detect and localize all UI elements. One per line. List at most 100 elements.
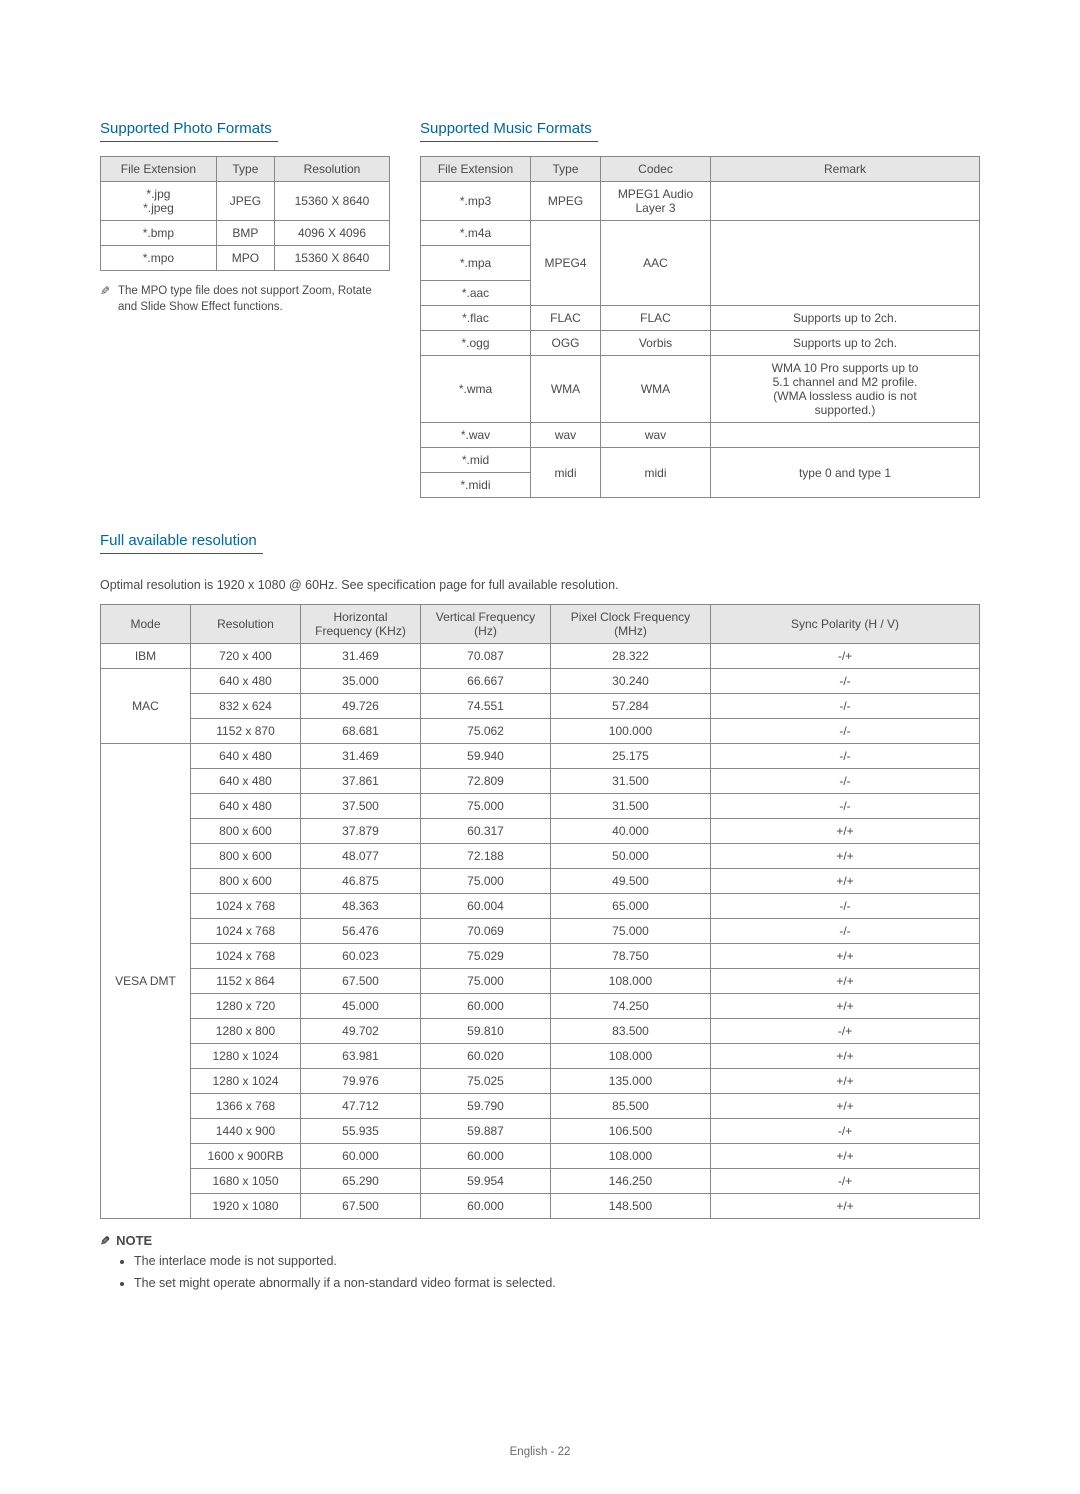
cell: 1280 x 1024 <box>191 1044 301 1069</box>
cell: -/+ <box>711 1019 980 1044</box>
cell: +/+ <box>711 1144 980 1169</box>
cell: 78.750 <box>551 944 711 969</box>
table-row: *.mid *.midi midi midi type 0 and type 1 <box>421 448 980 498</box>
table-row: 640 x 48037.86172.80931.500-/- <box>101 769 980 794</box>
page-footer: English - 22 <box>0 1446 1080 1458</box>
top-columns: Supported Photo Formats File Extension T… <box>100 120 980 498</box>
cell: -/+ <box>711 1169 980 1194</box>
cell: 75.029 <box>421 944 551 969</box>
cell: 1920 x 1080 <box>191 1194 301 1219</box>
table-row: *.flac FLAC FLAC Supports up to 2ch. <box>421 306 980 331</box>
table-row: 1024 x 76848.36360.00465.000-/- <box>101 894 980 919</box>
cell: 49.500 <box>551 869 711 894</box>
cell: 148.500 <box>551 1194 711 1219</box>
cell: 640 x 480 <box>191 669 301 694</box>
cell: 720 x 400 <box>191 644 301 669</box>
resolution-table: Mode Resolution HorizontalFrequency (KHz… <box>100 604 980 1219</box>
cell: 75.000 <box>421 794 551 819</box>
cell: 63.981 <box>301 1044 421 1069</box>
cell: 85.500 <box>551 1094 711 1119</box>
cell: 800 x 600 <box>191 844 301 869</box>
cell: 100.000 <box>551 719 711 744</box>
cell: 640 x 480 <box>191 769 301 794</box>
table-row: 800 x 60048.07772.18850.000+/+ <box>101 844 980 869</box>
table-row: *.jpg *.jpeg JPEG 15360 X 8640 <box>101 182 390 221</box>
note-heading: NOTE <box>100 1233 152 1248</box>
cell: 37.879 <box>301 819 421 844</box>
cell: -/- <box>711 744 980 769</box>
cell: +/+ <box>711 1194 980 1219</box>
cell: 50.000 <box>551 844 711 869</box>
table-header-row: File Extension Type Codec Remark <box>421 157 980 182</box>
cell: 108.000 <box>551 969 711 994</box>
cell: 59.810 <box>421 1019 551 1044</box>
cell: +/+ <box>711 844 980 869</box>
cell: 60.004 <box>421 894 551 919</box>
cell: 68.681 <box>301 719 421 744</box>
cell: 60.023 <box>301 944 421 969</box>
resolution-intro: Optimal resolution is 1920 x 1080 @ 60Hz… <box>100 578 980 592</box>
table-row: 1280 x 80049.70259.81083.500-/+ <box>101 1019 980 1044</box>
cell: +/+ <box>711 1094 980 1119</box>
cell: 108.000 <box>551 1144 711 1169</box>
table-row: 1280 x 102479.97675.025135.000+/+ <box>101 1069 980 1094</box>
table-row: 832 x 62449.72674.55157.284-/- <box>101 694 980 719</box>
table-row: *.bmp BMP 4096 X 4096 <box>101 221 390 246</box>
cell: 31.469 <box>301 644 421 669</box>
cell: 65.000 <box>551 894 711 919</box>
cell: 146.250 <box>551 1169 711 1194</box>
cell: 37.500 <box>301 794 421 819</box>
cell: 59.887 <box>421 1119 551 1144</box>
table-row: 1152 x 86467.50075.000108.000+/+ <box>101 969 980 994</box>
table-row: 1920 x 108067.50060.000148.500+/+ <box>101 1194 980 1219</box>
cell: 1600 x 900RB <box>191 1144 301 1169</box>
cell: +/+ <box>711 944 980 969</box>
table-row: 800 x 60046.87575.00049.500+/+ <box>101 869 980 894</box>
note-item: The interlace mode is not supported. <box>134 1254 980 1268</box>
cell: 1280 x 720 <box>191 994 301 1019</box>
cell: 40.000 <box>551 819 711 844</box>
cell: -/+ <box>711 1119 980 1144</box>
photo-heading: Supported Photo Formats <box>100 120 278 142</box>
cell: 28.322 <box>551 644 711 669</box>
cell: 60.000 <box>421 1194 551 1219</box>
music-heading: Supported Music Formats <box>420 120 598 142</box>
cell: -/- <box>711 694 980 719</box>
cell: 46.875 <box>301 869 421 894</box>
cell: 60.000 <box>421 1144 551 1169</box>
col-res: Resolution <box>274 157 389 182</box>
cell: 72.188 <box>421 844 551 869</box>
table-row: 1280 x 72045.00060.00074.250+/+ <box>101 994 980 1019</box>
cell: 1152 x 864 <box>191 969 301 994</box>
cell: 31.500 <box>551 794 711 819</box>
cell: 74.551 <box>421 694 551 719</box>
cell-type: JPEG <box>216 182 274 221</box>
note-list: The interlace mode is not supported. The… <box>134 1254 980 1290</box>
cell: 67.500 <box>301 1194 421 1219</box>
cell: 59.790 <box>421 1094 551 1119</box>
cell: 75.000 <box>421 969 551 994</box>
cell: 59.954 <box>421 1169 551 1194</box>
music-table: File Extension Type Codec Remark *.mp3 M… <box>420 156 980 498</box>
table-row: 1680 x 105065.29059.954146.250-/+ <box>101 1169 980 1194</box>
cell: 79.976 <box>301 1069 421 1094</box>
cell: 1280 x 800 <box>191 1019 301 1044</box>
cell: 1024 x 768 <box>191 944 301 969</box>
cell: +/+ <box>711 819 980 844</box>
cell: 60.000 <box>301 1144 421 1169</box>
cell: -/- <box>711 769 980 794</box>
table-header-row: Mode Resolution HorizontalFrequency (KHz… <box>101 605 980 644</box>
cell: 35.000 <box>301 669 421 694</box>
cell: 640 x 480 <box>191 794 301 819</box>
table-row: 1366 x 76847.71259.79085.500+/+ <box>101 1094 980 1119</box>
table-row: 1440 x 90055.93559.887106.500-/+ <box>101 1119 980 1144</box>
cell: 57.284 <box>551 694 711 719</box>
cell: 30.240 <box>551 669 711 694</box>
cell: 1024 x 768 <box>191 894 301 919</box>
cell: 48.077 <box>301 844 421 869</box>
table-row: 1280 x 102463.98160.020108.000+/+ <box>101 1044 980 1069</box>
cell-mode: VESA DMT <box>101 744 191 1219</box>
table-row: *.m4a *.mpa *.aac MPEG4 AAC <box>421 221 980 306</box>
cell-ext: *.jpg *.jpeg <box>101 182 217 221</box>
table-row: MAC640 x 48035.00066.66730.240-/- <box>101 669 980 694</box>
